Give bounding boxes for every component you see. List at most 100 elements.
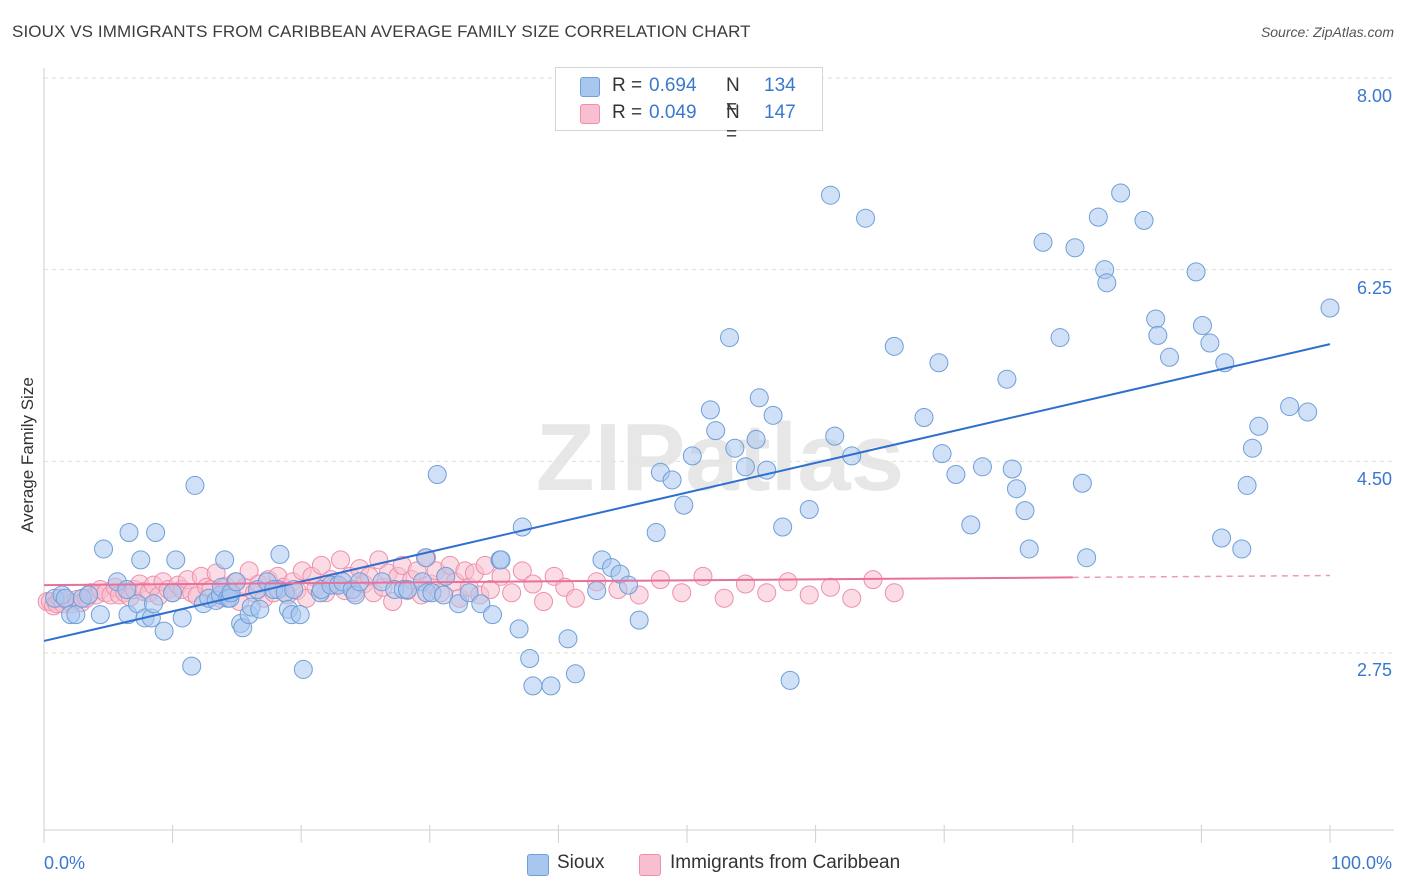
sioux-point [1200,333,1220,353]
sioux-point [1072,473,1092,493]
caribbean-point [842,588,862,608]
x-tick-min: 0.0% [44,853,86,873]
sioux-point [512,517,532,537]
correlation-legend: R = 0.694 N = 134 R = 0.049 N = 147 [555,67,823,145]
caribbean-point [534,592,554,612]
sioux-point [1146,309,1166,329]
sioux-point [509,619,529,639]
sioux-point [1050,328,1070,348]
legend-label: Sioux [557,852,605,873]
sioux-point [270,544,290,564]
caribbean-point [735,574,755,594]
caribbean-point [693,566,713,586]
sioux-point [79,585,99,605]
sioux-point [1015,501,1035,521]
sioux-point [565,664,585,684]
sioux-point [491,550,511,570]
sioux-point [682,446,702,466]
sioux-point [471,594,491,614]
sioux-swatch [527,854,549,876]
sioux-point [483,605,503,625]
caribbean-point [331,550,351,570]
n-label: N = [726,102,740,145]
caribbean-trend-line [43,576,1073,587]
sioux-point [1212,528,1232,548]
sioux-point [932,444,952,464]
sioux-point [1298,402,1318,422]
source-label: Source: ZipAtlas.com [1260,24,1394,40]
sioux-point [293,659,313,679]
caribbean-point [512,561,532,581]
sioux-point [1077,548,1097,568]
sioux-point [629,610,649,630]
sioux-point [799,500,819,520]
trend-lines [43,343,1331,642]
r-value: 0.049 [649,102,697,123]
sioux-point [884,336,904,356]
sioux-point [1033,232,1053,252]
sioux-point [163,583,183,603]
sioux-point [172,608,192,628]
sioux-point [1232,539,1252,559]
sioux-point [427,464,447,484]
y-tick-label: 6.25 [1356,278,1392,298]
caribbean-swatch [639,854,661,876]
caribbean-point [480,579,500,599]
sioux-point [961,515,981,535]
sioux-point [1186,262,1206,282]
caribbean-swatch [580,104,600,124]
chart-title: SIOUX VS IMMIGRANTS FROM CARIBBEAN AVERA… [12,22,751,41]
sioux-point [215,550,235,570]
sioux-point [825,426,845,446]
sioux-point [541,676,561,696]
sioux-point [154,621,174,641]
sioux-point [773,517,793,537]
x-ticks [43,825,1331,843]
sioux-point [674,495,694,515]
sioux-point [1192,316,1212,336]
sioux-point [66,605,86,625]
caribbean-point [778,572,798,592]
caribbean-point [239,561,259,581]
sioux-point [55,588,75,608]
y-tick-label: 8.00 [1356,86,1392,106]
sioux-point [226,572,246,592]
sioux-point [1088,207,1108,227]
sioux-point [1320,298,1340,318]
sioux-point [1242,438,1262,458]
sioux-point [1134,210,1154,230]
caribbean-point [565,588,585,608]
caribbean-trend-extension [1072,574,1331,579]
sioux-point [946,464,966,484]
series-legend: Sioux Immigrants from Caribbean [0,852,1406,878]
sioux-point [94,539,114,559]
sioux-point [725,438,745,458]
sioux-point [700,400,720,420]
sioux-point [619,575,639,595]
sioux-point [146,523,166,543]
sioux-point [735,457,755,477]
sioux-point [646,523,666,543]
caribbean-point [757,583,777,603]
sioux-point [763,405,783,425]
sioux-point [972,457,992,477]
sioux-point [1148,325,1168,345]
sioux-point [1002,459,1022,479]
sioux-point [856,208,876,228]
sioux-point [720,328,740,348]
sioux-point [1065,238,1085,258]
sioux-point [1111,183,1131,203]
sioux-point [820,185,840,205]
sioux-point [434,585,454,605]
sioux-point [119,523,139,543]
y-axis-label: Average Family Size [18,377,37,533]
caribbean-point [523,574,543,594]
sioux-point [914,408,934,428]
sioux-point [1280,397,1300,417]
sioux-point [523,676,543,696]
sioux-point [929,353,949,373]
sioux-point [1237,475,1257,495]
y-tick-label: 2.75 [1356,660,1392,680]
r-label: R = [612,102,643,123]
